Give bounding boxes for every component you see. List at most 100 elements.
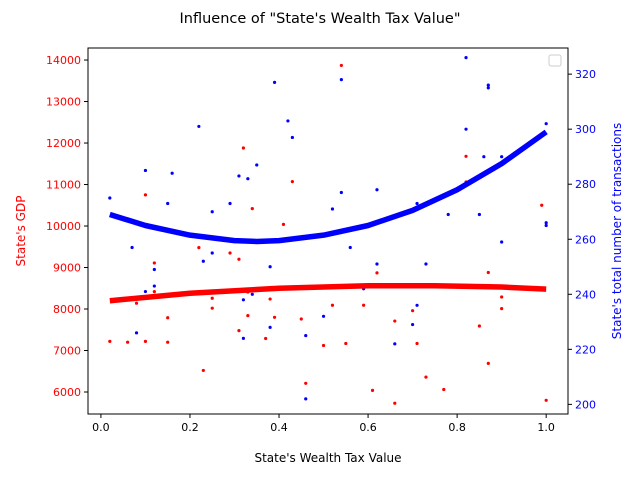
gdp-point-32: [370, 388, 375, 392]
transactions-point-51: [544, 221, 548, 225]
gdp-point-28: [330, 303, 335, 307]
transactions-point-36: [393, 342, 397, 346]
left-y-tick-label: 6000: [53, 386, 81, 399]
transactions-point-17: [241, 298, 245, 302]
transactions-point-15: [237, 174, 241, 178]
gdp-point-18: [246, 314, 250, 318]
right-y-tick-label: 240: [575, 288, 596, 301]
transactions-point-46: [486, 83, 490, 87]
transactions-point-45: [482, 155, 486, 159]
transactions-point-3: [143, 289, 148, 294]
right-y-tick-label: 260: [575, 233, 596, 246]
gdp-point-29: [339, 63, 343, 68]
transactions-point-11: [210, 210, 214, 214]
gdp-point-48: [540, 203, 544, 207]
transactions-point-5: [152, 267, 156, 272]
transactions-point-34: [375, 262, 379, 266]
right-y-tick-label: 200: [575, 398, 596, 411]
right-y-axis-label: State's total number of transactions: [610, 123, 624, 339]
left-y-tick-label: 13000: [46, 96, 81, 109]
right-y-tick-label: 320: [575, 68, 596, 81]
transactions-point-27: [304, 397, 308, 401]
x-tick-label: 0.2: [181, 421, 199, 434]
transactions-point-39: [415, 201, 419, 206]
chart-title: Influence of "State's Wealth Tax Value": [179, 11, 460, 27]
transactions-point-24: [286, 119, 290, 123]
transactions-point-19: [250, 292, 254, 296]
gdp-point-35: [393, 401, 397, 405]
transactions-point-30: [339, 190, 343, 195]
transactions-point-18: [246, 177, 250, 181]
transactions-point-25: [290, 135, 294, 140]
x-axis-ticks: 0.0 0.2 0.4 0.6 0.8 1.0: [92, 414, 555, 434]
transactions-point-12: [210, 251, 214, 255]
transactions-point-49: [500, 155, 504, 159]
transactions-point-48: [500, 240, 504, 244]
gdp-point-15: [237, 257, 241, 261]
right-y-axis-ticks: 200 220 240 260 280 300 320: [568, 68, 596, 411]
gdp-point-16: [241, 146, 245, 150]
transactions-point-13: [228, 201, 232, 206]
legend-box: [548, 54, 562, 67]
transactions-point-42: [464, 56, 468, 60]
transactions-point-16: [241, 336, 245, 340]
transactions-point-1: [130, 245, 134, 250]
transactions-point-35: [375, 188, 379, 192]
transactions-point-43: [464, 127, 468, 131]
gdp-point-13: [228, 251, 232, 255]
transactions-point-29: [330, 207, 335, 211]
transactions-point-10: [201, 259, 205, 263]
transactions-point-32: [348, 245, 352, 250]
right-y-tick-label: 220: [575, 343, 596, 356]
gdp-point-1: [126, 340, 130, 344]
transactions-point-21: [268, 325, 272, 329]
gdp-point-6: [152, 261, 156, 265]
transactions-point-20: [255, 163, 259, 167]
gdp-point-4: [143, 193, 148, 197]
transactions-point-6: [152, 284, 156, 288]
gdp-point-45: [486, 361, 490, 365]
left-y-tick-label: 8000: [53, 303, 81, 316]
left-y-tick-label: 10000: [46, 220, 81, 233]
transactions-trend-line: [109, 129, 548, 245]
gdp-point-3: [143, 339, 148, 343]
left-y-tick-label: 7000: [53, 345, 81, 358]
gdp-point-0: [108, 339, 112, 343]
gdp-point-10: [201, 368, 205, 373]
gdp-point-19: [250, 206, 254, 211]
gdp-point-38: [424, 375, 428, 379]
transactions-point-23: [272, 80, 277, 84]
transactions-point-44: [477, 212, 481, 217]
gdp-point-25: [299, 317, 303, 321]
transactions-point-47: [486, 86, 490, 90]
gdp-point-8: [166, 340, 170, 344]
gdp-point-20: [264, 336, 268, 341]
gdp-point-12: [210, 306, 214, 310]
transactions-point-0: [108, 196, 112, 200]
gdp-point-47: [500, 307, 504, 311]
gdp-point-33: [375, 271, 379, 275]
gdp-point-42: [477, 324, 481, 328]
transactions-point-9: [197, 124, 201, 129]
plot-frame: [87, 47, 569, 415]
left-y-axis-ticks: 6000 7000 8000 9000 10000 11000 12000 13000 1400…: [46, 54, 88, 399]
gdp-point-34: [393, 319, 397, 323]
transactions-point-4: [143, 168, 148, 173]
transactions-point-41: [446, 212, 450, 217]
transactions-point-38: [415, 303, 419, 307]
right-y-tick-label: 280: [575, 178, 596, 191]
gdp-point-31: [362, 303, 366, 307]
gdp-point-44: [486, 270, 490, 275]
left-y-tick-label: 11000: [46, 179, 81, 192]
gdp-point-36: [411, 309, 415, 313]
plot-marks: [108, 56, 548, 405]
gdp-point-5: [152, 289, 156, 294]
gdp-point-24: [290, 180, 294, 184]
transactions-point-50: [544, 122, 548, 126]
gdp-trend-line: [109, 283, 547, 304]
x-tick-label: 1.0: [537, 421, 555, 434]
left-y-tick-label: 12000: [46, 137, 81, 150]
x-tick-label: 0.8: [448, 421, 466, 434]
